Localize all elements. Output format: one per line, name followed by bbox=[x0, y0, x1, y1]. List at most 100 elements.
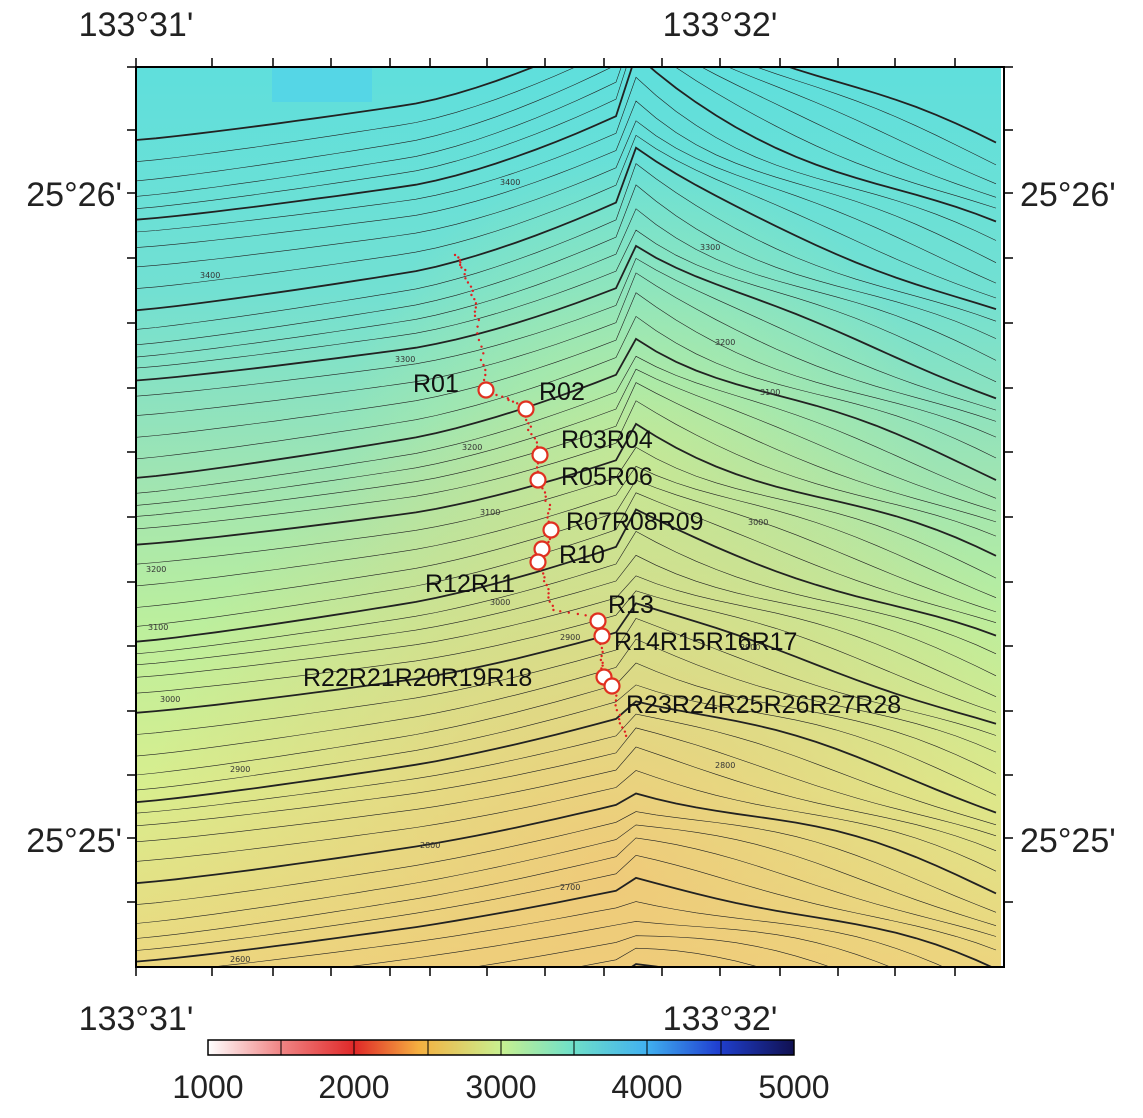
track-point bbox=[474, 302, 478, 305]
contour-label: 2800 bbox=[420, 841, 440, 850]
minor-contour-line bbox=[136, 134, 997, 299]
minor-contour-line bbox=[136, 465, 997, 598]
site-marker[interactable] bbox=[542, 521, 560, 539]
major-contour-line bbox=[136, 67, 997, 223]
contour-label: 3100 bbox=[148, 623, 168, 632]
site-r13[interactable]: R13 bbox=[589, 591, 654, 630]
contour-label: 3000 bbox=[748, 518, 768, 527]
site-r12r11[interactable]: R12R11 bbox=[425, 553, 547, 599]
site-r05r06[interactable]: R05R06 bbox=[529, 463, 653, 491]
track-point bbox=[458, 258, 462, 262]
track-point bbox=[601, 650, 604, 654]
minor-contour-line bbox=[136, 315, 997, 460]
track-point bbox=[551, 604, 555, 608]
track-point bbox=[458, 263, 462, 267]
track-point bbox=[495, 393, 498, 397]
site-r03r04[interactable]: R03R04 bbox=[531, 426, 653, 464]
track-point bbox=[615, 708, 619, 712]
minor-contour-line bbox=[136, 120, 997, 284]
lat-label-right-top: 25°26' bbox=[1020, 176, 1116, 214]
minor-contour-line bbox=[136, 272, 997, 422]
site-r23r24r25r26r27r28[interactable]: R23R24R25R26R27R28 bbox=[603, 677, 902, 720]
contour-label: 3100 bbox=[480, 508, 500, 517]
track-point bbox=[559, 610, 562, 613]
track-point bbox=[601, 664, 604, 667]
track-point bbox=[614, 704, 617, 707]
site-marker[interactable] bbox=[529, 471, 547, 489]
track-point bbox=[453, 253, 457, 257]
site-marker[interactable] bbox=[477, 381, 495, 399]
minor-contour-line bbox=[136, 257, 997, 411]
minor-contour-line bbox=[136, 163, 997, 330]
minor-contour-line bbox=[136, 67, 997, 185]
colorbar-tick-label-3000: 3000 bbox=[465, 1069, 536, 1105]
site-marker[interactable] bbox=[531, 446, 549, 464]
contour-label: 3400 bbox=[500, 178, 520, 187]
contour-label: 3200 bbox=[146, 565, 166, 574]
site-r22r21r20r19r18[interactable]: R22R21R20R19R18 bbox=[303, 664, 613, 692]
site-marker[interactable] bbox=[593, 627, 611, 645]
track-point bbox=[482, 352, 485, 355]
minor-contour-line bbox=[136, 662, 997, 776]
track-point bbox=[548, 507, 551, 511]
track-point bbox=[477, 318, 481, 322]
track-point bbox=[544, 495, 547, 498]
site-marker[interactable] bbox=[529, 553, 547, 571]
minor-contour-line bbox=[136, 575, 997, 697]
minor-contour-line bbox=[136, 727, 997, 837]
minor-contour-line bbox=[136, 986, 996, 1073]
track-point bbox=[530, 432, 533, 436]
major-contour-line bbox=[136, 1057, 996, 1118]
minor-contour-line bbox=[136, 229, 997, 383]
site-label: R07R08R09 bbox=[566, 508, 704, 536]
site-r10[interactable]: R10 bbox=[533, 540, 605, 569]
contour-label: 3000 bbox=[490, 598, 510, 607]
track-point bbox=[482, 378, 486, 382]
lat-label-left-top: 25°26' bbox=[26, 176, 122, 214]
contour-label: 2800 bbox=[715, 761, 735, 770]
map-area: 3400 3400 3300 3300 3200 3200 3100 3100 3200 3100… bbox=[136, 67, 1001, 1118]
site-r02[interactable]: R02 bbox=[517, 378, 585, 418]
major-contour-line bbox=[136, 508, 997, 643]
track-point bbox=[470, 293, 473, 297]
track-point bbox=[567, 611, 571, 614]
minor-contour-line bbox=[136, 355, 997, 499]
site-r07r08r09[interactable]: R07R08R09 bbox=[542, 508, 704, 539]
site-label: R23R24R25R26R27R28 bbox=[626, 691, 901, 719]
track-point bbox=[542, 579, 546, 583]
minor-contour-line bbox=[136, 684, 997, 796]
track-point bbox=[547, 540, 550, 544]
track-point bbox=[547, 596, 550, 599]
track-point bbox=[548, 503, 552, 507]
site-marker[interactable] bbox=[517, 400, 535, 418]
track-point bbox=[507, 398, 510, 402]
track-point bbox=[476, 325, 479, 328]
contour-label: 3300 bbox=[700, 243, 720, 252]
track-point bbox=[547, 587, 550, 591]
site-r14r15r16r17[interactable]: R14R15R16R17 bbox=[593, 627, 798, 656]
site-marker[interactable] bbox=[603, 677, 621, 695]
track-point bbox=[473, 297, 476, 301]
track-point bbox=[547, 592, 550, 595]
colorbar-tick-label-4000: 4000 bbox=[611, 1069, 682, 1105]
site-marker[interactable] bbox=[589, 612, 607, 630]
lat-label-right-bottom: 25°25' bbox=[1020, 822, 1116, 860]
major-contour-line bbox=[136, 422, 997, 557]
track-point bbox=[527, 422, 530, 425]
track-point bbox=[463, 272, 466, 276]
minor-contour-line bbox=[136, 854, 997, 951]
track-point bbox=[617, 717, 621, 721]
minor-contour-line bbox=[136, 76, 997, 241]
track-point bbox=[501, 395, 504, 398]
contour-label: 2900 bbox=[230, 765, 250, 774]
minor-contour-line bbox=[136, 531, 997, 655]
site-label: R01 bbox=[413, 370, 459, 398]
track-point bbox=[480, 345, 483, 348]
contour-label: 2600 bbox=[230, 955, 250, 964]
minor-contour-line bbox=[136, 67, 997, 166]
minor-contour-line bbox=[136, 713, 997, 826]
track-point bbox=[457, 256, 460, 259]
lon-label-top-left: 133°31' bbox=[79, 6, 194, 44]
lon-label-bottom-left: 133°31' bbox=[79, 1000, 194, 1038]
site-r01[interactable]: R01 bbox=[413, 370, 495, 399]
